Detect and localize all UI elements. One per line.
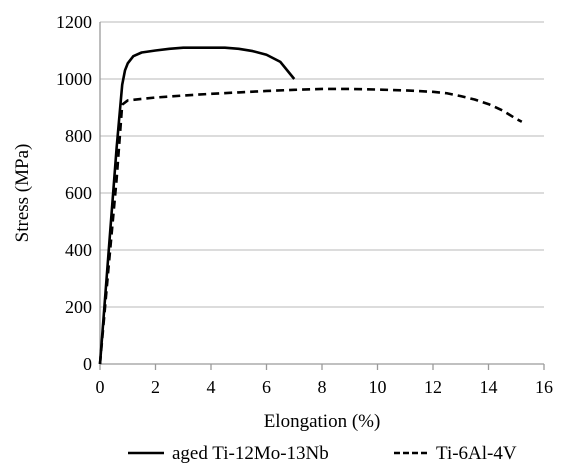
x-tick-14: 14 bbox=[480, 377, 498, 397]
axes bbox=[99, 22, 545, 370]
x-tick-10: 10 bbox=[369, 377, 387, 397]
series-line-ti-6al-4v bbox=[98, 87, 523, 365]
legend: aged Ti-12Mo-13Nb Ti-6Al-4V bbox=[128, 443, 517, 464]
legend-label-0: aged Ti-12Mo-13Nb bbox=[172, 443, 329, 464]
x-tick-12: 12 bbox=[424, 377, 442, 397]
y-tick-1200: 1200 bbox=[56, 12, 92, 32]
legend-label-1: Ti-6Al-4V bbox=[436, 443, 517, 464]
series-line-aged-ti-12mo-13nb bbox=[98, 46, 296, 365]
x-tick-8: 8 bbox=[318, 377, 327, 397]
x-tick-labels: 0 2 4 6 8 10 12 14 16 bbox=[96, 377, 554, 397]
x-tick-2: 2 bbox=[151, 377, 160, 397]
series-lines bbox=[98, 46, 523, 365]
y-tick-0: 0 bbox=[83, 354, 92, 374]
x-tick-16: 16 bbox=[535, 377, 553, 397]
y-tick-labels: 0 200 400 600 800 1000 1200 bbox=[56, 12, 92, 374]
gridlines bbox=[100, 21, 544, 308]
y-tick-600: 600 bbox=[65, 183, 92, 203]
y-axis-label: Stress (MPa) bbox=[12, 144, 33, 243]
x-tick-0: 0 bbox=[96, 377, 105, 397]
y-tick-800: 800 bbox=[65, 126, 92, 146]
y-tick-400: 400 bbox=[65, 240, 92, 260]
x-tick-6: 6 bbox=[262, 377, 271, 397]
x-tick-4: 4 bbox=[207, 377, 216, 397]
y-tick-200: 200 bbox=[65, 297, 92, 317]
y-tick-1000: 1000 bbox=[56, 69, 92, 89]
x-axis-label: Elongation (%) bbox=[264, 411, 381, 432]
